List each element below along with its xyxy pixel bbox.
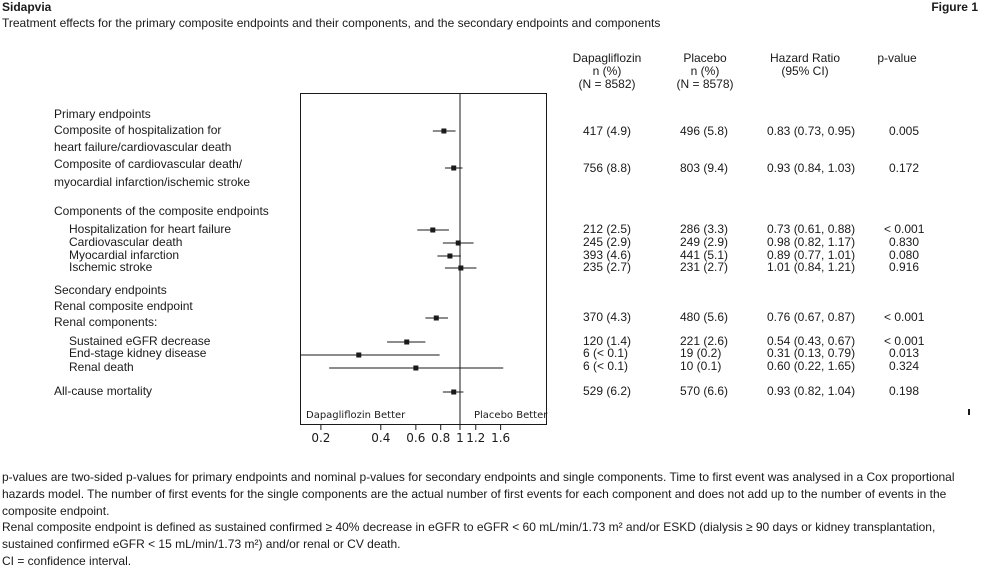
hr-cell: 0.76 (0.67, 0.87) [767,310,856,324]
region-label-right: Placebo Better [474,410,548,421]
row-label: All-cause mortality [54,384,153,398]
x-tick-label: 0.2 [311,431,330,445]
row-label: Composite of cardiovascular death/ [54,157,243,171]
row-label: Composite of hospitalization for [54,123,222,137]
hr-point [451,389,457,395]
p-cell: < 0.001 [884,334,925,348]
drug-name: Sidapvia [2,0,52,14]
p-cell: 0.198 [889,384,920,398]
x-tick-label: 0.6 [406,431,425,445]
hr-point [447,253,453,259]
hr-cell: 0.83 (0.73, 0.95) [767,124,856,138]
footnote-ci: CI = confidence interval. [2,554,132,568]
row-label-cont: heart failure/cardiovascular death [54,140,232,154]
dapa-cell: 235 (2.7) [583,260,632,274]
p-cell: < 0.001 [884,310,925,324]
placebo-cell: 221 (2.6) [680,334,729,348]
hr-cell: 0.60 (0.22, 1.65) [767,359,856,373]
p-cell: 0.830 [889,235,920,249]
x-tick-label: 1.2 [466,431,485,445]
placebo-cell: 496 (5.8) [680,124,729,138]
hr-cell: 0.93 (0.84, 1.03) [767,161,856,175]
footnote-renal: Renal composite endpoint is defined as s… [2,520,936,551]
row-label: End-stage kidney disease [69,346,207,360]
region-label-left: Dapagliflozin Better [306,410,406,421]
x-tick-label: 1 [456,431,464,445]
row-label: Renal composite endpoint [54,299,193,313]
row-label: Hospitalization for heart failure [69,222,232,236]
p-cell: 0.080 [889,248,920,262]
hr-point [433,315,439,321]
x-tick-label: 0.4 [371,431,390,445]
placebo-cell: 441 (5.1) [680,248,729,262]
row-label: Sustained eGFR decrease [69,334,211,348]
placebo-cell: 231 (2.7) [680,260,729,274]
hr-cell: 0.31 (0.13, 0.79) [767,346,856,360]
x-tick-label: 1.6 [491,431,510,445]
hr-cell: 0.93 (0.82, 1.04) [767,384,856,398]
hr-point [356,352,362,358]
col-header-p-value: p-value [877,51,917,65]
dapa-cell: 393 (4.6) [583,248,632,262]
hr-cell: 1.01 (0.84, 1.21) [767,260,856,274]
row-label: Renal death [69,360,134,374]
hr-cell: 0.98 (0.82, 1.17) [767,235,856,249]
col-header-placebo: Placebo n (%) (N = 8578) [676,51,734,91]
p-cell: 0.013 [889,346,920,360]
hr-cell: 0.89 (0.77, 1.01) [767,248,856,262]
dapa-cell: 6 (< 0.1) [583,359,629,373]
dapa-cell: 417 (4.9) [583,124,632,138]
row-label: Primary endpoints [54,107,151,121]
hr-point [413,365,419,371]
dapa-cell: 245 (2.9) [583,235,632,249]
row-label: Cardiovascular death [69,235,183,249]
row-label-cont: myocardial infarction/ischemic stroke [54,175,251,189]
hr-cell: 0.73 (0.61, 0.88) [767,222,856,236]
row-label: Renal components: [54,315,158,329]
dapa-cell: 529 (6.2) [583,384,632,398]
hr-point [451,165,457,171]
dapa-cell: 370 (4.3) [583,310,632,324]
col-header-hazard-ratio: Hazard Ratio (95% CI) [769,51,841,78]
p-cell: < 0.001 [884,222,925,236]
p-cell: 0.916 [889,260,920,274]
placebo-cell: 803 (9.4) [680,161,729,175]
placebo-cell: 19 (0.2) [680,346,722,360]
col-header-dapagliflozin: Dapagliflozin n (%) (N = 8582) [572,51,642,91]
row-label: Ischemic stroke [69,260,153,274]
dapa-cell: 6 (< 0.1) [583,346,629,360]
figure-subtitle: Treatment effects for the primary compos… [2,16,661,30]
p-cell: 0.172 [889,161,920,175]
placebo-cell: 480 (5.6) [680,310,729,324]
placebo-cell: 570 (6.6) [680,384,729,398]
x-tick-label: 0.8 [431,431,450,445]
plot-frame [300,93,547,425]
dapa-cell: 120 (1.4) [583,334,632,348]
p-cell: 0.005 [889,124,920,138]
hr-cell: 0.54 (0.43, 0.67) [767,334,856,348]
dapa-cell: 212 (2.5) [583,222,632,236]
figure-label: Figure 1 [931,0,978,14]
hr-point [441,128,447,134]
hr-point [455,240,461,246]
placebo-cell: 10 (0.1) [680,359,722,373]
hr-point [404,339,410,345]
placebo-cell: 286 (3.3) [680,222,729,236]
placebo-cell: 249 (2.9) [680,235,729,249]
hr-point [430,227,436,233]
row-label: Secondary endpoints [54,283,167,297]
row-label: Components of the composite endpoints [54,204,269,218]
stray-mark [968,409,970,415]
p-cell: 0.324 [889,359,920,373]
dapa-cell: 756 (8.8) [583,161,632,175]
footnote-pvalues: p-values are two-sided p-values for prim… [2,470,955,518]
hr-point [458,265,464,271]
row-label: Myocardial infarction [69,248,180,262]
